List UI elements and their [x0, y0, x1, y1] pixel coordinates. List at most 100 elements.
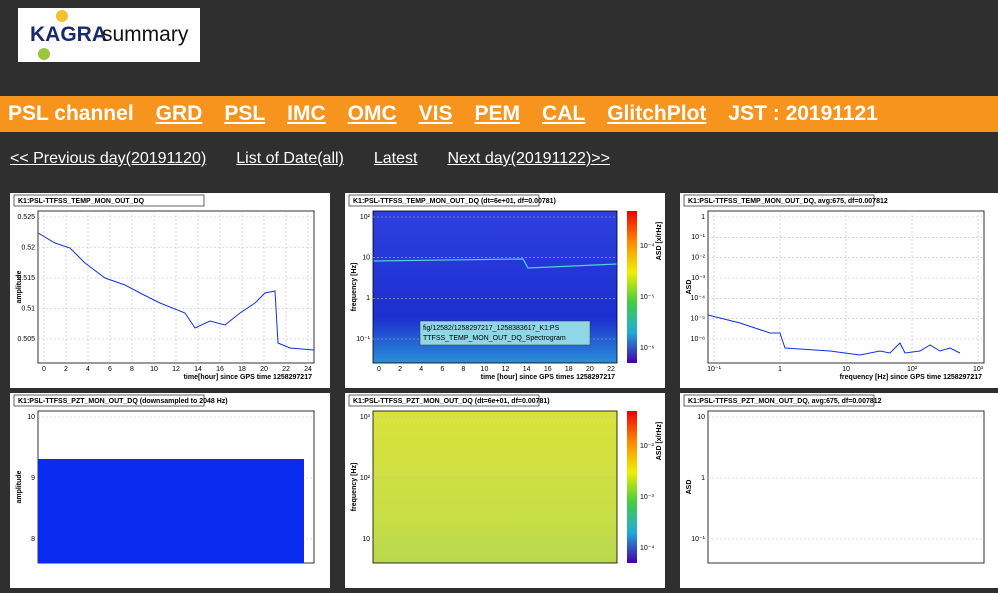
frame — [708, 411, 984, 563]
x-tick-label: 10² — [907, 366, 918, 373]
x-tick-label: 10 — [842, 366, 850, 373]
x-tick-label: 4 — [419, 366, 423, 373]
plot-image[interactable]: K1:PSL-TTFSS_TEMP_MON_OUT_DQ, avg:675, d… — [680, 193, 998, 388]
x-tick-label: 10 — [150, 366, 158, 373]
x-tick-label: 6 — [108, 366, 112, 373]
nav-link[interactable]: List of Date(all) — [236, 150, 344, 167]
x-tick-label: 24 — [304, 366, 312, 373]
x-tick-label: 18 — [565, 366, 573, 373]
logo[interactable]: KAGRA summary — [18, 8, 200, 62]
x-tick-label: 10 — [481, 366, 489, 373]
logo-word: summary — [102, 23, 188, 47]
colorbar-tick-label: 10⁻⁶ — [640, 345, 654, 352]
x-tick-label: 18 — [238, 366, 246, 373]
y-tick-label: 9 — [31, 475, 35, 482]
logo-dot — [56, 10, 68, 22]
plot-title: K1:PSL-TTFSS_TEMP_MON_OUT_DQ — [18, 198, 145, 205]
y-tick-label: 0.51 — [21, 305, 35, 312]
x-tick-label: 14 — [523, 366, 531, 373]
y-tick-label: 10 — [27, 414, 35, 421]
plot-image[interactable]: K1:PSL-TTFSS_PZT_MON_OUT_DQ (downsampled… — [10, 393, 330, 588]
x-tick-label: 2 — [398, 366, 402, 373]
y-tick-label: 1 — [366, 295, 370, 302]
menu-link[interactable]: PSL — [224, 102, 265, 126]
x-tick-label: 1 — [778, 366, 782, 373]
tooltip-text: TTFSS_TEMP_MON_OUT_DQ_Spectrogram — [423, 335, 566, 342]
menu-link[interactable]: IMC — [287, 102, 326, 126]
plot: K1:PSL-TTFSS_TEMP_MON_OUT_DQ (dt=6e+01, … — [345, 193, 665, 388]
y-tick-label: 0.515 — [17, 275, 35, 282]
plot-title: K1:PSL-TTFSS_TEMP_MON_OUT_DQ, avg:675, d… — [688, 198, 888, 205]
y-tick-label: 10⁻⁵ — [691, 316, 705, 323]
nav-link[interactable]: << Previous day(20191120) — [10, 150, 206, 167]
x-tick-label: 22 — [607, 366, 615, 373]
plot-title: K1:PSL-TTFSS_TEMP_MON_OUT_DQ (dt=6e+01, … — [353, 198, 556, 205]
plot: K1:PSL-TTFSS_TEMP_MON_OUT_DQamplitude0.5… — [10, 193, 330, 388]
plot-title: K1:PSL-TTFSS_PZT_MON_OUT_DQ (dt=6e+01, d… — [353, 398, 550, 405]
y-tick-label: 10³ — [360, 414, 371, 421]
y-tick-label: 10⁻¹ — [691, 234, 705, 241]
colorbar-tick-label: 10⁻⁴ — [640, 545, 655, 552]
x-tick-label: 0 — [377, 366, 381, 373]
x-tick-label: 22 — [282, 366, 290, 373]
plot: K1:PSL-TTFSS_PZT_MON_OUT_DQ (dt=6e+01, d… — [345, 393, 665, 588]
colorbar-tick-label: 10⁻² — [640, 443, 654, 450]
plot: K1:PSL-TTFSS_TEMP_MON_OUT_DQ, avg:675, d… — [680, 193, 998, 388]
x-tick-label: 20 — [260, 366, 268, 373]
colorbar-label: ASD [x/rHz] — [656, 422, 663, 461]
x-tick-label: 8 — [130, 366, 134, 373]
colorbar-label: ASD [x/rHz] — [656, 222, 663, 261]
x-tick-label: 12 — [172, 366, 180, 373]
y-label: amplitude — [16, 470, 23, 503]
logo-dot — [38, 48, 50, 60]
y-tick-label: 1 — [701, 214, 705, 221]
y-tick-label: 10⁻³ — [691, 275, 705, 282]
trace-band — [38, 459, 304, 563]
colorbar — [627, 211, 637, 363]
menu-link[interactable]: PEM — [475, 102, 521, 126]
x-tick-label: 14 — [194, 366, 202, 373]
colorbar-tick-label: 10⁻⁵ — [640, 294, 654, 301]
y-tick-label: 10² — [360, 475, 371, 482]
y-tick-label: 10 — [362, 255, 370, 262]
y-tick-label: 10⁻² — [691, 255, 705, 262]
plot-image[interactable]: K1:PSL-TTFSS_TEMP_MON_OUT_DQ (dt=6e+01, … — [345, 193, 665, 388]
plot-title: K1:PSL-TTFSS_PZT_MON_OUT_DQ, avg:675, df… — [688, 398, 882, 405]
x-label: time[hour] since GPS time 1258297217 — [184, 374, 312, 381]
plot-image[interactable]: K1:PSL-TTFSS_PZT_MON_OUT_DQ (dt=6e+01, d… — [345, 393, 665, 588]
y-label: ASD — [686, 480, 693, 495]
x-tick-label: 10³ — [973, 366, 984, 373]
plot-title: K1:PSL-TTFSS_PZT_MON_OUT_DQ (downsampled… — [18, 398, 228, 405]
nav-link[interactable]: Next day(20191122)>> — [447, 150, 609, 167]
menu-link[interactable]: VIS — [419, 102, 453, 126]
menu-link[interactable]: GlitchPlot — [607, 102, 706, 126]
plot-image[interactable]: K1:PSL-TTFSS_PZT_MON_OUT_DQ, avg:675, df… — [680, 393, 998, 588]
y-tick-label: 10⁻⁴ — [691, 295, 706, 302]
x-tick-label: 4 — [86, 366, 90, 373]
menu-link[interactable]: GRD — [156, 102, 203, 126]
logo-name: KAGRA — [30, 23, 107, 47]
x-tick-label: 6 — [440, 366, 444, 373]
x-tick-label: 10⁻¹ — [707, 366, 721, 373]
x-tick-label: 0 — [42, 366, 46, 373]
colorbar — [627, 411, 637, 563]
y-tick-label: 0.505 — [17, 336, 35, 343]
nav-link[interactable]: Latest — [374, 150, 418, 167]
tooltip-text: fig/12582/1258297217_1258383617_K1:PS — [423, 325, 560, 332]
x-tick-label: 8 — [461, 366, 465, 373]
y-label: frequency [Hz] — [351, 263, 358, 312]
y-tick-label: 0.52 — [21, 244, 35, 251]
menu-link[interactable]: CAL — [542, 102, 585, 126]
plot: K1:PSL-TTFSS_PZT_MON_OUT_DQ, avg:675, df… — [680, 393, 998, 588]
y-tick-label: 8 — [31, 536, 35, 543]
x-tick-label: 12 — [502, 366, 510, 373]
colorbar-tick-label: 10⁻⁴ — [640, 243, 655, 250]
y-tick-label: 10⁻¹ — [691, 536, 705, 543]
y-tick-label: 10² — [360, 214, 371, 221]
y-tick-label: 10 — [362, 536, 370, 543]
menu-link[interactable]: OMC — [348, 102, 397, 126]
x-tick-label: 16 — [216, 366, 224, 373]
